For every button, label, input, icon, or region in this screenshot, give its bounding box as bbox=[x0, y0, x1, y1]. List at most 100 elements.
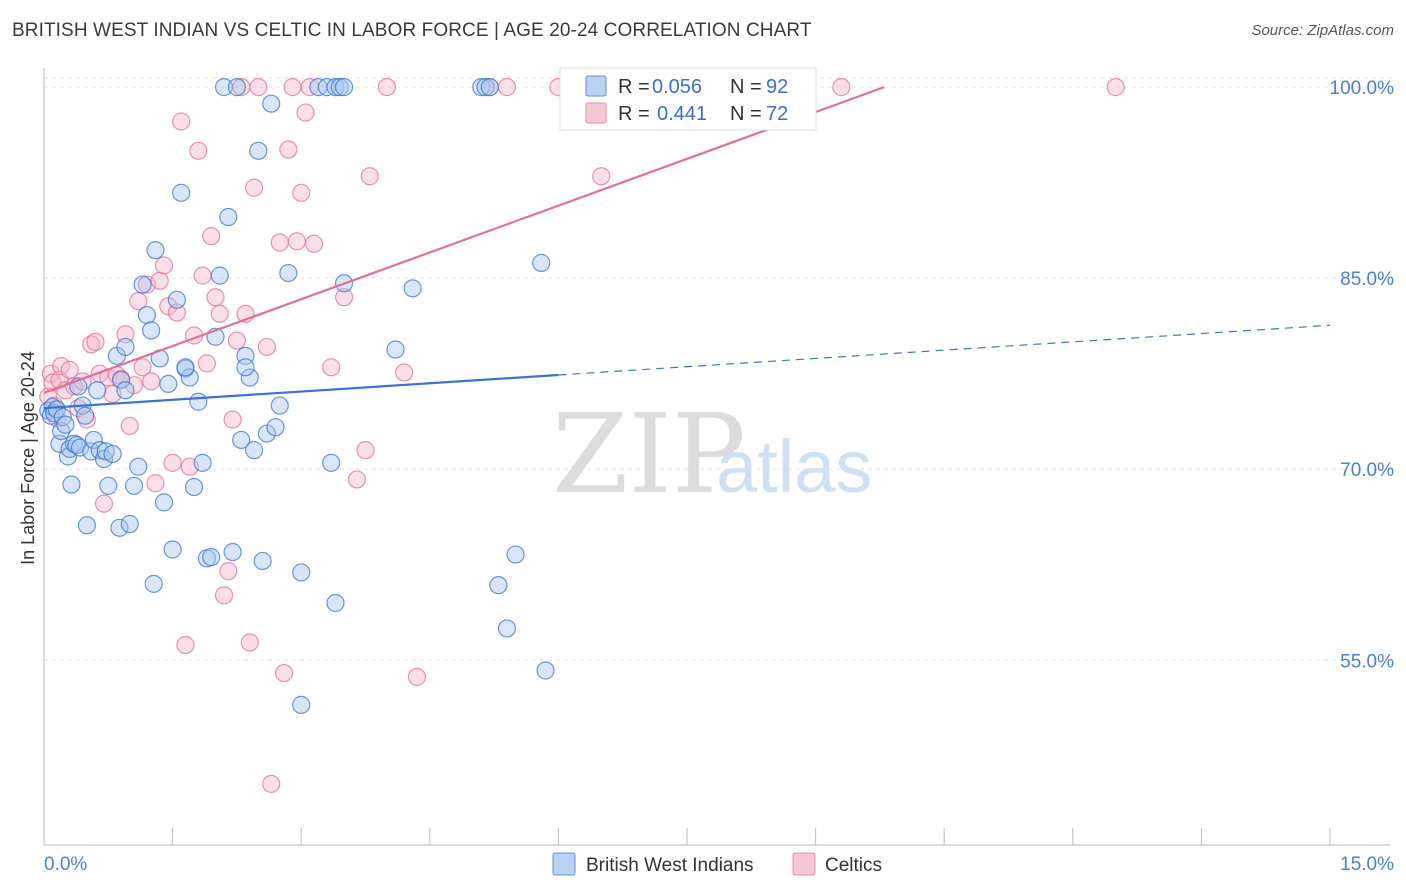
trendlines bbox=[43, 86, 1331, 410]
british-west-indians-point bbox=[133, 275, 152, 294]
celtics-point bbox=[150, 271, 169, 290]
british-west-indians-point bbox=[262, 94, 281, 113]
british-west-indians-point bbox=[88, 381, 107, 400]
british-west-indians-point bbox=[270, 396, 289, 415]
celtics-point bbox=[249, 78, 268, 97]
trendline-blue-dashed bbox=[558, 324, 1331, 376]
british-west-indians-point bbox=[253, 551, 272, 571]
british-west-indians-point bbox=[142, 321, 161, 340]
legend-swatch-blue bbox=[585, 75, 607, 97]
british-west-indians-point bbox=[386, 340, 405, 359]
celtics-point bbox=[283, 78, 302, 97]
british-west-indians-point bbox=[120, 514, 139, 534]
celtics-point bbox=[60, 360, 79, 379]
british-west-indians-point bbox=[322, 453, 341, 472]
british-west-indians-point bbox=[480, 78, 499, 97]
british-west-indians-point bbox=[210, 266, 229, 285]
british-west-indians-point bbox=[489, 576, 508, 595]
celtics-point bbox=[219, 562, 238, 581]
british-west-indians-point bbox=[202, 548, 221, 567]
british-west-indians-point bbox=[137, 306, 156, 325]
british-west-indians-point bbox=[184, 477, 204, 497]
british-west-indians-point bbox=[244, 441, 264, 460]
x-tick-label-min: 0.0% bbox=[44, 854, 87, 875]
british-west-indians-points bbox=[39, 78, 555, 714]
british-west-indians-point bbox=[214, 78, 234, 97]
series-legend: British West Indians Celtics bbox=[552, 852, 882, 876]
celtics-point bbox=[262, 774, 281, 793]
y-axis-label: In Labor Force | Age 20-24 bbox=[18, 351, 38, 565]
celtics-point bbox=[133, 358, 152, 377]
british-west-indians-point bbox=[84, 430, 103, 450]
celtics-point bbox=[206, 288, 225, 307]
british-west-indians-point bbox=[56, 415, 75, 434]
legend-r-value-blue: 0.056 bbox=[652, 76, 702, 98]
celtics-point bbox=[304, 234, 324, 253]
british-west-indians-point bbox=[536, 661, 555, 680]
celtics-point bbox=[52, 356, 71, 376]
legend-n-value-pink: 72 bbox=[766, 103, 788, 125]
celtics-point bbox=[146, 474, 165, 493]
stats-legend: R = 0.056 N = 92 R = 0.441 N = 72 bbox=[559, 67, 817, 131]
celtics-point bbox=[120, 416, 139, 436]
series-legend-swatch-pink bbox=[792, 852, 816, 876]
celtics-point bbox=[407, 667, 427, 686]
british-west-indians-point bbox=[403, 279, 422, 298]
legend-n-value-blue: 92 bbox=[766, 76, 788, 98]
british-west-indians-point bbox=[232, 430, 251, 450]
celtics-point bbox=[94, 494, 114, 513]
celtics-point bbox=[154, 256, 174, 275]
legend-swatch-pink bbox=[585, 102, 607, 124]
british-west-indians-point bbox=[112, 370, 131, 390]
series-legend-swatch-blue bbox=[552, 852, 576, 876]
british-west-indians-point bbox=[110, 518, 129, 537]
british-west-indians-point bbox=[279, 263, 298, 283]
celtics-point bbox=[163, 453, 182, 472]
celtics-point bbox=[394, 363, 414, 382]
celtics-point bbox=[356, 441, 375, 460]
british-west-indians-point bbox=[292, 563, 311, 582]
celtics-point bbox=[322, 358, 341, 377]
legend-n-label-blue: N = bbox=[730, 76, 762, 98]
celtics-point bbox=[189, 141, 208, 160]
chart-title: BRITISH WEST INDIAN VS CELTIC IN LABOR F… bbox=[12, 20, 812, 41]
celtics-point bbox=[279, 140, 298, 159]
series-legend-label-blue: British West Indians bbox=[586, 855, 754, 876]
y-tick-label: 70.0% bbox=[1340, 460, 1394, 481]
british-west-indians-point bbox=[103, 444, 122, 464]
celtics-point bbox=[86, 332, 105, 351]
british-west-indians-point bbox=[223, 542, 242, 562]
celtics-point bbox=[240, 633, 259, 652]
british-west-indians-point bbox=[249, 141, 268, 160]
celtics-point bbox=[287, 232, 307, 251]
british-west-indians-point bbox=[129, 457, 148, 476]
british-west-indians-point bbox=[219, 207, 238, 227]
british-west-indians-point bbox=[180, 368, 199, 387]
british-west-indians-point bbox=[172, 183, 191, 202]
trendline-pink bbox=[43, 86, 885, 394]
british-west-indians-point bbox=[189, 392, 208, 411]
british-west-indians-point bbox=[334, 78, 354, 97]
british-west-indians-point bbox=[94, 449, 114, 469]
british-west-indians-point bbox=[154, 493, 174, 512]
source-label: Source: ZipAtlas.com bbox=[1251, 22, 1394, 39]
british-west-indians-point bbox=[159, 374, 178, 393]
british-west-indians-point bbox=[292, 695, 311, 714]
celtics-point bbox=[257, 337, 277, 357]
x-tick-label-max: 15.0% bbox=[1340, 854, 1394, 875]
celtics-point bbox=[592, 167, 611, 186]
british-west-indians-point bbox=[167, 290, 186, 309]
celtics-point bbox=[210, 304, 229, 323]
british-west-indians-point bbox=[77, 516, 96, 535]
british-west-indians-point bbox=[476, 78, 495, 97]
celtics-point bbox=[296, 103, 315, 122]
british-west-indians-point bbox=[506, 545, 525, 564]
celtics-point bbox=[292, 183, 311, 202]
celtics-point bbox=[223, 410, 242, 429]
celtics-point bbox=[197, 354, 216, 373]
celtics-point bbox=[334, 288, 354, 307]
celtics-point bbox=[832, 78, 851, 97]
british-west-indians-point bbox=[144, 574, 163, 593]
celtics-point bbox=[193, 266, 212, 285]
